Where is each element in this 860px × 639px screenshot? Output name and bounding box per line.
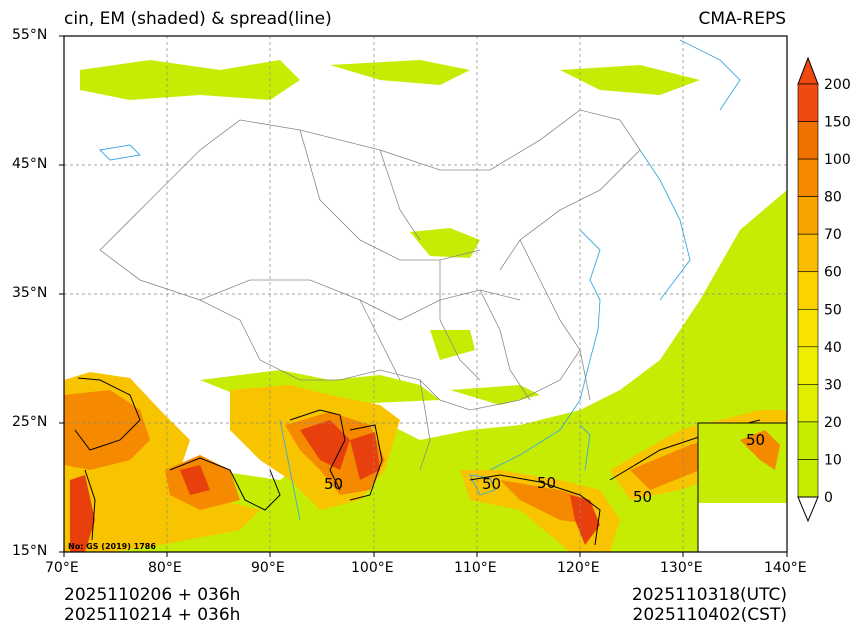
colorbar-label: 150 (824, 115, 851, 131)
contour-label-group: 50 50 50 50 50 (324, 431, 765, 506)
inset-frame (697, 422, 787, 552)
lon-label: 110°E (454, 560, 497, 576)
lon-label: 120°E (557, 560, 600, 576)
colorbar-extend-min (797, 496, 819, 523)
colorbar-label: 100 (824, 152, 851, 168)
lat-label: 45°N (12, 156, 48, 172)
contour-label: 50 (537, 474, 556, 492)
valid-time-cst: 2025110402(CST) (632, 605, 787, 625)
lon-label: 90°E (251, 560, 285, 576)
contour-label: 50 (324, 475, 343, 493)
lon-label: 100°E (351, 560, 394, 576)
colorbar-extend-max (797, 56, 819, 85)
colorbar-swatch (797, 121, 819, 160)
inset-high (740, 430, 780, 470)
contour-label: 50 (482, 475, 501, 493)
lat-label: 15°N (12, 543, 48, 559)
colorbar-swatch (797, 421, 819, 460)
colorbar-label: 70 (824, 227, 842, 243)
colorbar-swatch (797, 83, 819, 122)
lat-label: 55°N (12, 27, 48, 43)
colorbar-label: 50 (824, 302, 842, 318)
graticule (64, 36, 787, 552)
chart-title: cin, EM (shaded) & spread(line) (64, 9, 332, 29)
colorbar-swatch (797, 233, 819, 273)
colorbar-label: 20 (824, 415, 842, 431)
lat-label: 25°N (12, 414, 48, 430)
init-time-utc: 2025110206 + 036h (64, 585, 241, 605)
colorbar-swatch (797, 459, 819, 498)
lon-label: 80°E (148, 560, 182, 576)
colorbar-label: 0 (824, 490, 833, 506)
colorbar-label: 80 (824, 190, 842, 206)
lat-label: 35°N (12, 285, 48, 301)
lon-label: 130°E (660, 560, 703, 576)
inset-blank (698, 503, 787, 552)
init-time-cst: 2025110214 + 036h (64, 605, 241, 625)
colorbar-swatch (797, 271, 819, 310)
colorbar-swatch (797, 196, 819, 235)
shaded-low-cin (64, 60, 787, 552)
colorbar-label: 10 (824, 452, 842, 468)
colorbar-label: 200 (824, 77, 851, 93)
contour-label: 50 (746, 431, 765, 449)
colorbar-swatch (797, 158, 819, 197)
colorbar-swatch (797, 346, 819, 385)
map-watermark: No: GS (2019) 1786 (68, 542, 156, 551)
colorbar-label: 40 (824, 340, 842, 356)
model-name: CMA-REPS (698, 9, 786, 29)
contour-label: 50 (633, 488, 652, 506)
lon-label: 140°E (764, 560, 807, 576)
colorbar-label: 60 (824, 265, 842, 281)
colorbar-label: 30 (824, 377, 842, 393)
valid-time-utc: 2025110318(UTC) (631, 585, 787, 605)
tick-marks (59, 35, 788, 557)
lon-label: 70°E (45, 560, 79, 576)
colorbar-swatch (797, 384, 819, 423)
colorbar-swatch (797, 308, 819, 348)
